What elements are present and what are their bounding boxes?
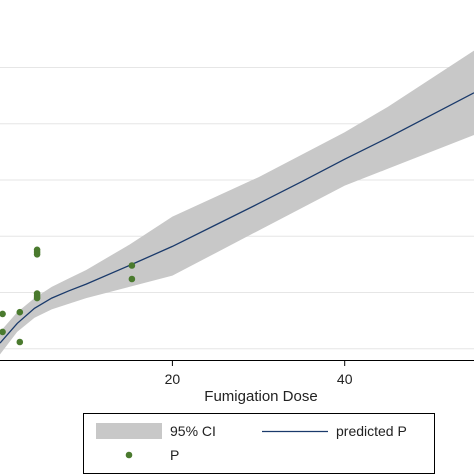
x-axis-title: Fumigation Dose: [204, 388, 317, 405]
data-point-0: [0, 310, 6, 318]
ci-band: [0, 50, 474, 355]
data-point-10: [128, 275, 136, 283]
ci-band-layer: [0, 50, 474, 355]
data-point-2: [16, 338, 24, 346]
legend: 95% CI predicted P P: [83, 413, 435, 474]
data-point-3: [16, 308, 24, 316]
legend-ci-swatch: [96, 423, 162, 439]
fit-line-layer: [0, 92, 474, 344]
predicted-line: [0, 92, 474, 344]
data-point-11: [128, 262, 136, 269]
legend-marker-label: P: [170, 447, 179, 463]
legend-line-label: predicted P: [336, 423, 407, 439]
legend-ci-label: 95% CI: [170, 423, 216, 439]
legend-marker-swatch: [125, 451, 133, 459]
data-point-6: [33, 290, 41, 297]
x-tick-label-1: 40: [337, 371, 353, 387]
x-tick-label-0: 20: [165, 371, 181, 387]
data-points-layer: [0, 246, 136, 346]
x-axis-ticks: 20 40: [165, 360, 353, 387]
data-point-1: [0, 328, 6, 336]
data-point-9: [33, 246, 41, 254]
